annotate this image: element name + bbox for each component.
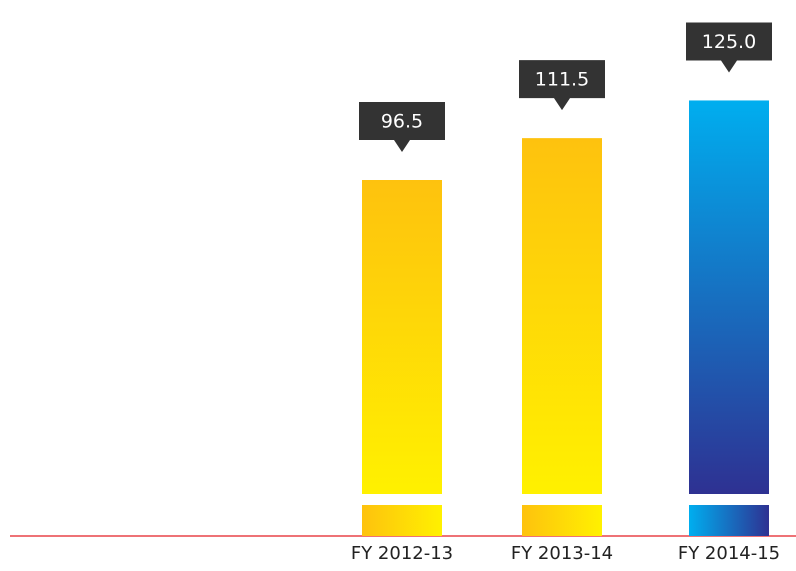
value-callout: [359, 102, 445, 153]
bar-base: [522, 505, 602, 536]
bar-base: [362, 505, 442, 536]
value-label: 96.5: [381, 111, 423, 133]
value-label: 125.0: [702, 31, 756, 53]
x-tick-label: FY 2013-14: [511, 543, 613, 564]
bar-base: [689, 505, 769, 536]
x-tick-label: FY 2014-15: [678, 543, 780, 564]
value-callout: [519, 60, 605, 111]
bar: [689, 100, 769, 495]
bar: [362, 180, 442, 494]
bar: [522, 138, 602, 495]
value-callout: [686, 22, 772, 73]
value-label: 111.5: [535, 69, 589, 91]
x-tick-label: FY 2012-13: [351, 543, 453, 564]
